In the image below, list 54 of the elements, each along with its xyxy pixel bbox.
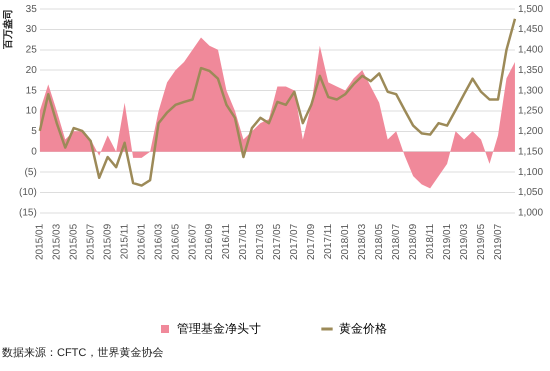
x-tick-label: 2018/03 — [356, 223, 368, 260]
x-tick-label: 2017/11 — [323, 223, 334, 260]
y-tick-label: 5 — [31, 126, 38, 138]
x-tick-label: 2015/09 — [102, 223, 114, 260]
y-axis-title: 百万盎司 — [2, 9, 14, 50]
x-tick-label: 2019/03 — [458, 223, 470, 260]
y-tick-label: 15 — [26, 85, 38, 96]
x-tick-label: 2016/03 — [153, 223, 164, 260]
x-tick-label: 2019/01 — [442, 223, 453, 260]
x-tick-label: 2016/11 — [221, 223, 232, 260]
x-tick-label: 2017/03 — [255, 223, 266, 260]
y-tick-label: 30 — [26, 24, 38, 36]
y2-tick-label: 1,500 — [518, 4, 544, 15]
y-tick-label: 10 — [26, 106, 38, 117]
x-tick-label: 2018/07 — [390, 223, 402, 260]
y2-tick-label: 1,200 — [518, 126, 544, 138]
legend-label: 黄金价格 — [339, 321, 387, 336]
y2-tick-label: 1,350 — [518, 64, 544, 76]
x-tick-label: 2016/05 — [170, 223, 182, 260]
y-tick-label: 25 — [26, 44, 38, 56]
x-tick-label: 2017/09 — [306, 223, 318, 260]
x-tick-label: 2018/01 — [340, 223, 352, 260]
y2-tick-label: 1,050 — [518, 187, 544, 198]
x-tick-label: 2015/01 — [34, 223, 46, 260]
y-tick-label: (15) — [18, 208, 37, 219]
x-tick-label: 2015/11 — [119, 223, 130, 260]
legend-label: 管理基金净头寸 — [177, 321, 261, 336]
y2-tick-label: 1,100 — [518, 166, 544, 178]
x-tick-label: 2015/07 — [85, 223, 96, 260]
y-tick-label: 20 — [26, 64, 38, 76]
x-tick-label: 2016/07 — [187, 223, 198, 260]
y2-tick-label: 1,400 — [518, 44, 544, 56]
x-tick-label: 2018/05 — [374, 223, 385, 260]
y-tick-label: (10) — [18, 187, 37, 198]
x-tick-label: 2015/03 — [52, 223, 63, 260]
source-note: 数据来源：CFTC，世界黄金协会 — [1, 346, 164, 360]
x-tick-label: 2016/01 — [136, 223, 148, 260]
x-tick-label: 2016/09 — [204, 223, 216, 260]
y2-tick-label: 1,300 — [518, 85, 544, 96]
x-tick-label: 2018/09 — [408, 223, 419, 260]
x-tick-label: 2018/11 — [424, 223, 436, 260]
x-tick-label: 2017/07 — [289, 223, 300, 260]
x-tick-label: 2019/07 — [492, 223, 504, 260]
x-tick-label: 2017/05 — [272, 223, 284, 260]
x-tick-label: 2015/05 — [68, 223, 80, 260]
x-tick-label: 2019/05 — [476, 223, 487, 260]
y2-tick-label: 1,000 — [518, 208, 544, 219]
y-tick-label: (5) — [24, 166, 37, 178]
x-tick-label: 2017/01 — [238, 223, 250, 260]
y2-tick-label: 1,150 — [518, 146, 544, 158]
y-tick-label: 0 — [31, 146, 38, 158]
y-tick-label: 35 — [26, 4, 38, 15]
y2-tick-label: 1,250 — [518, 106, 544, 117]
y2-tick-label: 1,450 — [518, 24, 544, 36]
